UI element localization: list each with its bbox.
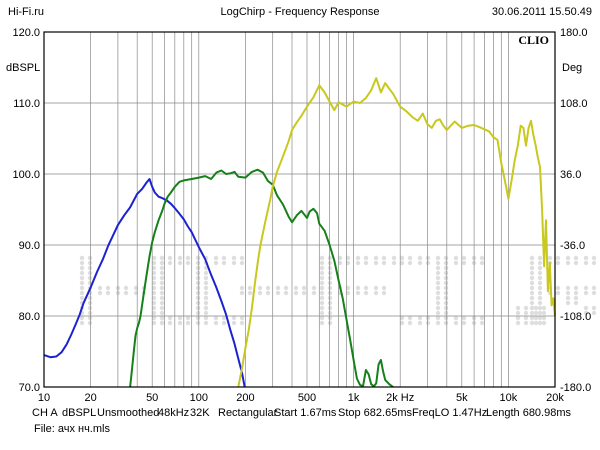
y-tick-label: 80.0 (19, 311, 40, 323)
clio-logo: CLIO (518, 33, 549, 47)
footer-item: dBSPL (62, 407, 97, 419)
footer-item: FreqLO 1.47Hz (412, 407, 488, 419)
footer-item: Rectangular (218, 407, 278, 419)
y2-tick-label: 36.0 (560, 169, 581, 181)
chart-title: LogChirp - Frequency Response (220, 6, 380, 18)
y-ticks-left: 70.0 80.0 90.0 100.0 110.0 120.0 (12, 27, 40, 394)
footer-item: Stop 682.65ms (338, 407, 412, 419)
footer-item: 32K (190, 407, 210, 419)
footer-item: CH A (32, 407, 58, 419)
y2-tick-label: -108.0 (560, 311, 591, 323)
footer-item: Start 1.67ms (274, 407, 337, 419)
footer-item: Unsmoothed (97, 407, 160, 419)
y-tick-label: 100.0 (12, 169, 40, 181)
x-tick-label: 500 (298, 392, 316, 404)
x-tick-label: 200 (236, 392, 254, 404)
y-ticks-right: -180.0 -108.0 -36.0 36.0 108.0 180.0 (560, 27, 591, 394)
series-line-green (129, 168, 394, 388)
series-line-blue (43, 178, 246, 388)
footer-item: Length 680.98ms (486, 407, 572, 419)
x-tick-label: 1k (348, 392, 360, 404)
y-tick-label: 110.0 (13, 98, 40, 110)
plot-frame (43, 31, 556, 388)
y2-tick-label: -36.0 (560, 240, 585, 252)
x-tick-label: 5k (456, 392, 468, 404)
x-tick-label: 2k Hz (386, 392, 414, 404)
watermark-logo (79, 255, 597, 326)
y2-axis-label: Deg (562, 62, 583, 74)
y2-tick-label: -180.0 (560, 382, 591, 394)
y-tick-label: 120.0 (12, 27, 40, 39)
y-tick-label: 90.0 (19, 240, 40, 252)
x-tick-label: 10 (38, 392, 50, 404)
x-ticks: 10 20 50 100 200 500 1k 2k Hz 5k 10k 20k (38, 392, 564, 404)
footer-file: File: ачх нч.mls (34, 423, 110, 435)
y2-tick-label: 108.0 (560, 98, 588, 110)
x-tick-label: 100 (190, 392, 208, 404)
header-left-label: Hi-Fi.ru (8, 6, 45, 18)
x-tick-label: 20k (546, 392, 564, 404)
y-axis-label: dBSPL (6, 62, 41, 74)
header-timestamp: 30.06.2011 15.50.49 (491, 6, 592, 18)
x-tick-label: 10k (500, 392, 518, 404)
grid (44, 32, 555, 387)
series-line-yellow (237, 77, 556, 388)
x-tick-label: 20 (84, 392, 96, 404)
series-group (43, 77, 556, 388)
y2-tick-label: 180.0 (560, 27, 588, 39)
footer-item: 48kHz (158, 407, 190, 419)
x-tick-label: 50 (146, 392, 158, 404)
y-tick-label: 70.0 (19, 382, 40, 394)
